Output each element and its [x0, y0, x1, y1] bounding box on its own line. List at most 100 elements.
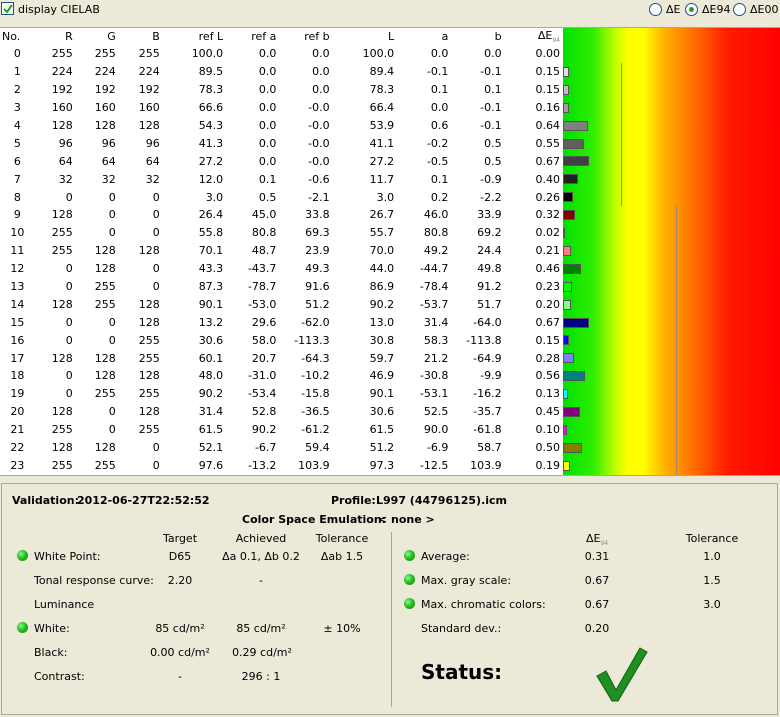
table-row[interactable]: 1 224 224 224 89.5 0.0 0.0 89.4 -0.1 -0.1 0.15	[0, 63, 563, 81]
table-row[interactable]: 6 64 64 64 27.2 0.0 -0.0 27.2 -0.5 0.5 0.67	[0, 152, 563, 170]
cell-a: -12.5	[419, 458, 449, 472]
cell-ref-b: 91.6	[305, 280, 330, 294]
cell-b-measured: 33.9	[477, 208, 502, 222]
table-row[interactable]: 15 0 0 128 13.2 29.6 -62.0 13.0 31.4 -64.0 0.67	[0, 313, 563, 331]
cell-ref-l: 31.4	[198, 405, 224, 419]
cell-ref-a: -43.7	[247, 262, 277, 276]
radio-delta-e94[interactable]	[685, 3, 698, 16]
col-header-r[interactable]: R	[65, 30, 73, 43]
max-chromatic-value: 0.67	[584, 598, 610, 611]
cell-b-measured: 0.5	[484, 136, 502, 150]
delta-e-bar	[563, 389, 568, 400]
table-row[interactable]: 22 128 128 0 52.1 -6.7 59.4 51.2 -6.9 58.7 0.50	[0, 439, 563, 457]
table-row[interactable]: 14 128 255 128 90.1 -53.0 51.2 90.2 -53.7 51.7 0.2…	[0, 295, 563, 313]
cell-no: 9	[13, 208, 21, 222]
table-row[interactable]: 21 255 0 255 61.5 90.2 -61.2 61.5 90.0 -61.8 0.10	[0, 421, 563, 439]
cell-b-measured: -64.9	[473, 351, 502, 365]
col-header-b-measured[interactable]: b	[494, 30, 502, 43]
radio-delta-e94-label[interactable]: ΔE94	[702, 3, 731, 16]
col-header-a[interactable]: a	[441, 30, 449, 43]
table-row[interactable]: 19 0 255 255 90.2 -53.4 -15.8 90.1 -53.1 -16.2 0.1…	[0, 385, 563, 403]
cell-ref-l: 70.1	[198, 244, 224, 258]
cell-a: 90.0	[423, 423, 449, 437]
cell-ref-l: 48.0	[198, 369, 224, 383]
col-header-delta-e[interactable]: ΔE94	[537, 28, 560, 45]
max-chromatic-label: Max. chromatic colors:	[421, 598, 546, 611]
average-status-led	[404, 550, 415, 561]
table-row[interactable]: 13 0 255 0 87.3 -78.7 91.6 86.9 -78.4 91.2 0.23	[0, 278, 563, 296]
cell-ref-b: 33.8	[305, 208, 330, 222]
table-row[interactable]: 7 32 32 32 12.0 0.1 -0.6 11.7 0.1 -0.9 0.40	[0, 170, 563, 188]
col-header-ref-b[interactable]: ref b	[304, 30, 330, 43]
cell-l: 30.8	[369, 333, 395, 347]
col-header-ref-l[interactable]: ref L	[198, 30, 224, 43]
table-row[interactable]: 8 0 0 0 3.0 0.5 -2.1 3.0 0.2 -2.2 0.26	[0, 188, 563, 206]
radio-delta-e[interactable]	[649, 3, 662, 16]
cell-ref-l: 100.0	[191, 47, 224, 61]
cell-delta-e: 0.46	[535, 262, 561, 276]
col-header-g[interactable]: G	[107, 30, 116, 43]
cell-a: -0.5	[426, 154, 449, 168]
cell-a: -30.8	[419, 369, 449, 383]
table-row[interactable]: 17 128 128 255 60.1 20.7 -64.3 59.7 21.2 -64.9 0.2…	[0, 349, 563, 367]
cell-l: 55.7	[369, 226, 395, 240]
table-row[interactable]: 0 255 255 255 100.0 0.0 0.0 100.0 0.0 0.0 0.00	[0, 45, 563, 63]
cell-r: 0	[65, 280, 73, 294]
cell-a: -0.1	[426, 65, 449, 79]
cell-b: 0	[152, 208, 160, 222]
display-cielab-checkbox[interactable]	[1, 2, 14, 15]
col-header-b[interactable]: B	[152, 30, 160, 43]
display-cielab-label[interactable]: display CIELAB	[18, 3, 100, 16]
table-row[interactable]: 9 128 0 0 26.4 45.0 33.8 26.7 46.0 33.9 0.32	[0, 206, 563, 224]
table-row[interactable]: 20 128 0 128 31.4 52.8 -36.5 30.6 52.5 -35.7 0.45	[0, 403, 563, 421]
average-tolerance: 1.0	[703, 550, 721, 563]
cell-ref-b: 103.9	[298, 458, 330, 472]
black-luminance-achieved: 0.29 cd/m²	[232, 646, 292, 659]
table-row[interactable]: 2 192 192 192 78.3 0.0 0.0 78.3 0.1 0.1 0.15	[0, 81, 563, 99]
cell-l: 13.0	[369, 315, 395, 329]
table-row[interactable]: 4 128 128 128 54.3 0.0 -0.0 53.9 0.6 -0.1 0.64	[0, 117, 563, 135]
cell-ref-a: -31.0	[247, 369, 277, 383]
cell-a: -78.4	[419, 280, 449, 294]
cell-a: 0.1	[430, 83, 449, 97]
cell-g: 0	[108, 208, 116, 222]
cell-b: 0	[152, 262, 160, 276]
radio-delta-e00-label[interactable]: ΔE00	[750, 3, 779, 16]
cell-a: 0.6	[430, 119, 449, 132]
table-row[interactable]: 16 0 0 255 30.6 58.0 -113.3 30.8 58.3 -113.8 0.15	[0, 331, 563, 349]
cell-ref-a: 52.8	[251, 405, 277, 419]
delta-e-bar	[563, 156, 589, 167]
col-header-no[interactable]: No.	[2, 30, 21, 43]
cell-r: 255	[51, 226, 73, 240]
col-header-ref-a[interactable]: ref a	[251, 30, 277, 43]
cell-ref-b: -0.0	[308, 119, 330, 132]
measurement-table: No. R G B ref L ref a ref b L a b ΔE94 0…	[0, 28, 563, 474]
delta-e-bar	[563, 138, 585, 149]
table-row[interactable]: 11 255 128 128 70.1 48.7 23.9 70.0 49.2 24.4 0.21	[0, 242, 563, 260]
cell-l: 66.4	[369, 101, 395, 115]
cell-b: 128	[138, 405, 160, 419]
cell-delta-e: 0.50	[535, 441, 561, 455]
cell-ref-a: 0.5	[258, 190, 277, 204]
radio-delta-e00[interactable]	[733, 3, 746, 16]
table-row[interactable]: 18 0 128 128 48.0 -31.0 -10.2 46.9 -30.8 -9.9 0.56	[0, 367, 563, 385]
radio-delta-e-label[interactable]: ΔE	[666, 3, 681, 16]
cell-delta-e: 0.02	[535, 226, 561, 240]
table-row[interactable]: 5 96 96 96 41.3 0.0 -0.0 41.1 -0.2 0.5 0.55	[0, 134, 563, 152]
cell-b-measured: -0.1	[480, 119, 502, 132]
cell-ref-b: -62.0	[301, 315, 330, 329]
cell-g: 0	[108, 226, 116, 240]
measurement-table-panel[interactable]: No. R G B ref L ref a ref b L a b ΔE94 0…	[0, 27, 780, 476]
cell-ref-a: 48.7	[251, 244, 277, 258]
white-luminance-achieved: 85 cd/m²	[236, 622, 286, 635]
table-row[interactable]: 3 160 160 160 66.6 0.0 -0.0 66.4 0.0 -0.1 0.16	[0, 99, 563, 117]
delta-e-gradient-chart	[563, 28, 780, 475]
table-row[interactable]: 12 0 128 0 43.3 -43.7 49.3 44.0 -44.7 49.8 0.46	[0, 260, 563, 278]
cell-delta-e: 0.15	[535, 333, 561, 347]
table-row[interactable]: 23 255 255 0 97.6 -13.2 103.9 97.3 -12.5 103.9 0.1…	[0, 456, 563, 474]
table-row[interactable]: 10 255 0 0 55.8 80.8 69.3 55.7 80.8 69.2 0.02	[0, 224, 563, 242]
delta-e-bar	[563, 281, 572, 292]
col-header-l[interactable]: L	[387, 30, 395, 43]
cell-g: 255	[94, 387, 116, 401]
max-chromatic-status-led	[404, 598, 415, 609]
